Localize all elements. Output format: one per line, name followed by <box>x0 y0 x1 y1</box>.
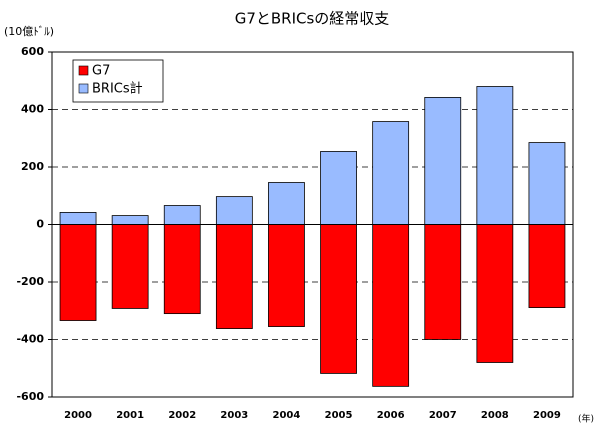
y-tick-label: -200 <box>16 275 44 288</box>
y-tick-label: 200 <box>21 160 44 173</box>
bar <box>215 224 253 329</box>
x-axis-label: (年) <box>578 413 594 425</box>
bar <box>424 224 462 340</box>
legend-swatch <box>78 65 89 76</box>
bar <box>59 212 97 225</box>
y-tick-label: 0 <box>36 218 44 231</box>
x-tick-label: 2005 <box>325 410 353 421</box>
bar <box>320 151 357 225</box>
y-axis-label: (10億ﾄﾞﾙ) <box>4 25 54 38</box>
x-tick-label: 2003 <box>220 410 248 421</box>
bar <box>528 224 566 308</box>
bar <box>59 224 97 321</box>
y-tick-label: -600 <box>16 390 44 403</box>
x-tick-label: 2008 <box>481 410 509 421</box>
bar <box>163 224 201 315</box>
bar <box>476 224 514 363</box>
x-tick-label: 2009 <box>533 410 561 421</box>
bar <box>111 224 149 309</box>
bar <box>163 205 201 225</box>
x-tick-label: 2002 <box>168 410 196 421</box>
bar <box>372 224 410 387</box>
chart-title: G7とBRICsの経常収支 <box>235 10 390 28</box>
legend-swatch <box>78 83 89 94</box>
x-tick-label: 2006 <box>377 410 405 421</box>
bar <box>372 121 410 225</box>
bar <box>320 224 357 374</box>
legend-label: BRICs計 <box>92 81 143 97</box>
legend-box <box>72 59 164 103</box>
y-tick-label: 400 <box>21 103 44 116</box>
bar <box>528 142 566 225</box>
y-tick-label: 600 <box>21 45 44 58</box>
bar <box>215 196 253 225</box>
bar <box>476 86 514 225</box>
x-tick-label: 2004 <box>273 410 301 421</box>
bar <box>111 215 149 225</box>
bar <box>268 182 305 225</box>
x-tick-label: 2007 <box>429 410 457 421</box>
y-tick-label: -400 <box>16 333 44 346</box>
x-tick-label: 2001 <box>116 410 144 421</box>
bar <box>424 97 462 225</box>
plot-border <box>51 51 574 398</box>
legend-label: G7 <box>92 64 110 79</box>
x-tick-label: 2000 <box>64 410 92 421</box>
bar <box>268 224 305 327</box>
